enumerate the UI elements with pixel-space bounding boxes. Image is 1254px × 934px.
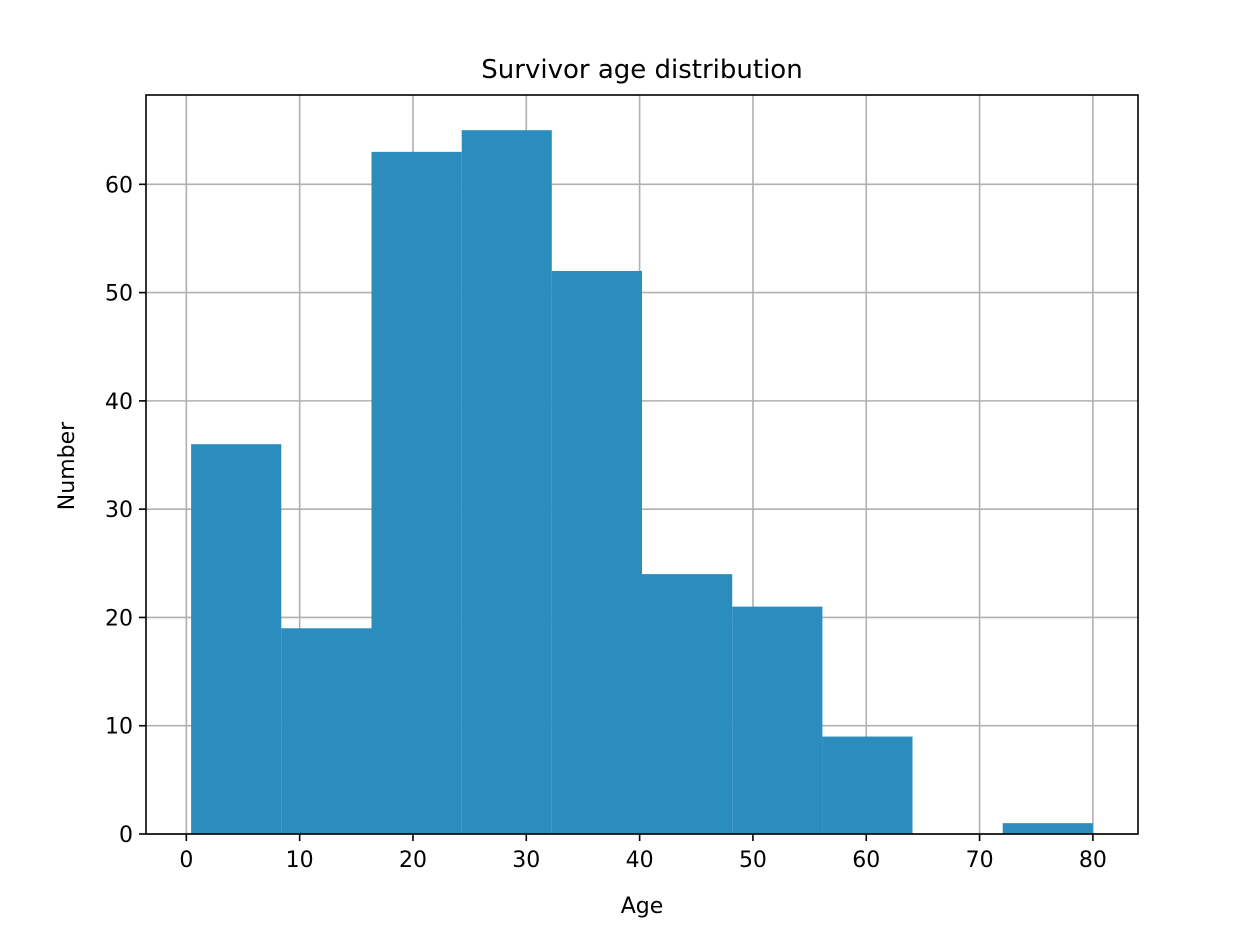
x-tick-label: 50 — [739, 848, 767, 873]
y-axis-ticks: 0 10 20 30 40 50 60 — [105, 173, 146, 848]
x-axis-ticks: 0 10 20 30 40 50 60 70 80 — [179, 834, 1107, 873]
x-tick-label: 0 — [179, 848, 193, 873]
x-tick-label: 70 — [966, 848, 994, 873]
histogram-bar — [642, 574, 733, 834]
histogram-bar — [1002, 823, 1093, 834]
x-tick-label: 10 — [286, 848, 314, 873]
histogram-bars — [191, 130, 1093, 834]
histogram-bar — [551, 270, 642, 834]
y-tick-label: 10 — [105, 715, 133, 740]
chart-title: Survivor age distribution — [481, 55, 802, 85]
histogram-bar — [191, 444, 282, 834]
x-tick-label: 20 — [399, 848, 427, 873]
x-tick-label: 80 — [1079, 848, 1107, 873]
histogram-bar — [371, 151, 462, 834]
y-tick-label: 20 — [105, 606, 133, 631]
y-tick-label: 30 — [105, 498, 133, 523]
plot-frame — [145, 94, 1139, 835]
histogram-bar — [461, 130, 552, 834]
x-axis-label: Age — [621, 894, 664, 919]
histogram-bar — [281, 628, 372, 834]
y-tick-label: 40 — [105, 390, 133, 415]
y-tick-label: 50 — [105, 282, 133, 307]
y-tick-label: 60 — [105, 173, 133, 198]
x-tick-label: 30 — [512, 848, 540, 873]
histogram-bar — [732, 606, 823, 834]
x-tick-label: 40 — [626, 848, 654, 873]
y-axis-label: Number — [55, 421, 80, 510]
x-tick-label: 60 — [852, 848, 880, 873]
y-tick-label: 0 — [119, 823, 133, 848]
histogram-bar — [822, 736, 913, 834]
